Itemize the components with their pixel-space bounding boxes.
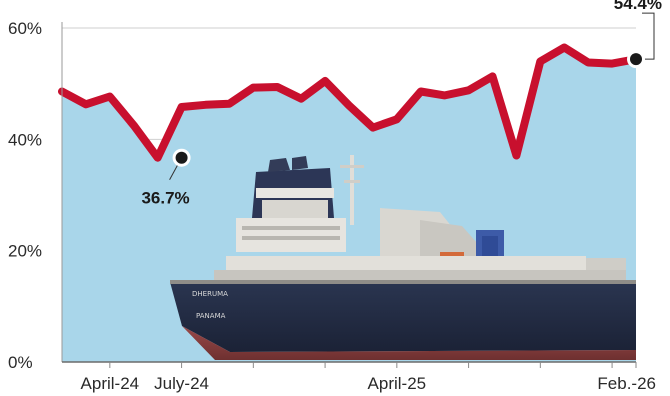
y-tick-label: 60% xyxy=(8,19,42,38)
x-tick-label: April-25 xyxy=(368,374,427,393)
x-axis: April-24 July-24 April-25 Feb.-26 xyxy=(81,362,656,393)
ship-port-label: PANAMA xyxy=(196,312,226,320)
ship-illustration: DHERUMA PANAMA xyxy=(170,155,636,360)
annotation-label: 36.7% xyxy=(141,189,189,208)
y-tick-label: 0% xyxy=(8,353,33,372)
y-tick-label: 20% xyxy=(8,242,42,261)
series-line xyxy=(58,43,640,162)
y-axis: 0% 20% 40% 60% xyxy=(8,19,42,372)
annotation-label: 54.4% xyxy=(614,0,662,13)
annotation-marker xyxy=(175,151,188,164)
ship-name-label: DHERUMA xyxy=(192,290,228,298)
x-tick-label: April-24 xyxy=(81,374,140,393)
y-tick-label: 40% xyxy=(8,130,42,149)
annotations: 36.7% 54.4% xyxy=(141,0,662,208)
x-tick-label: Feb.-26 xyxy=(597,374,656,393)
annotation-marker xyxy=(630,53,642,66)
x-tick-label: July-24 xyxy=(154,374,209,393)
